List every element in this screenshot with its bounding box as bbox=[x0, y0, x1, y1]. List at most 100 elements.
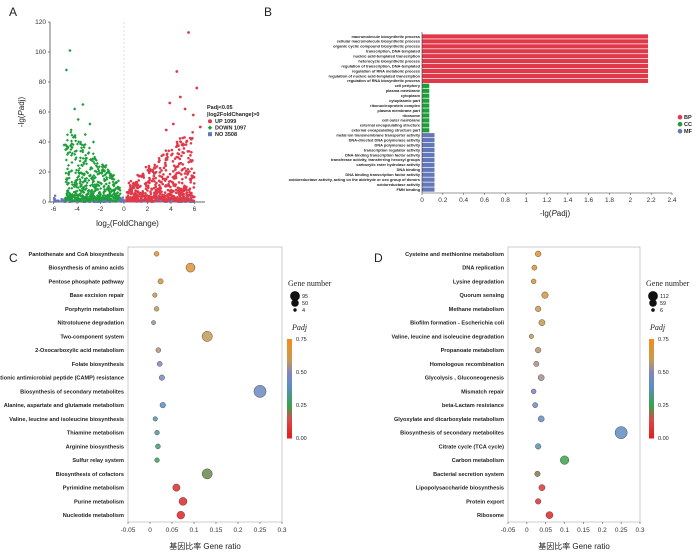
panel-a-point-down bbox=[116, 179, 120, 183]
panel-c-term-label: Sulfur relay system bbox=[72, 458, 124, 464]
panel-a-point-up bbox=[166, 175, 170, 179]
panel-a-point-down bbox=[76, 196, 80, 200]
panel-d-term-label: beta-Lactam resistance bbox=[442, 403, 504, 409]
panel-a-point-down bbox=[102, 169, 106, 173]
panel-a-point-up bbox=[136, 190, 140, 193]
panel-a-point-down bbox=[93, 195, 97, 199]
panel-b-bar bbox=[422, 128, 430, 133]
panel-a-point-up bbox=[129, 179, 133, 183]
panel-a-point-down bbox=[62, 143, 66, 147]
panel-a-point-down bbox=[74, 168, 78, 172]
panel-a-point-up bbox=[165, 152, 169, 156]
panel-a-point-up bbox=[141, 194, 145, 198]
panel-d-color-tick-label: 0.50 bbox=[658, 370, 669, 376]
panel-d-color-bar-segment bbox=[649, 358, 654, 362]
panel-a-point-no bbox=[118, 199, 121, 202]
panel-c-color-bar-segment bbox=[287, 383, 292, 387]
panel-a-point-down bbox=[81, 188, 85, 192]
panel-a-point-down bbox=[75, 142, 79, 146]
panel-a-point-down bbox=[79, 189, 83, 193]
panel-a-point-up bbox=[158, 166, 162, 170]
panel-a-point-up bbox=[134, 182, 138, 185]
panel-a-point-down bbox=[104, 163, 108, 167]
panel-d-term-label: Lysine degradation bbox=[453, 279, 505, 285]
panel-c-term-label: Biosynthesis of cofactors bbox=[56, 472, 124, 478]
panel-a-point-down bbox=[73, 107, 77, 111]
panel-a-point-down bbox=[93, 157, 97, 161]
panel-a-point-up bbox=[174, 188, 178, 192]
panel-c-color-bar-segment bbox=[287, 420, 292, 424]
panel-d-term-label: Glycolysis , Gluconeogenesis bbox=[425, 376, 504, 382]
panel-d-term-label: Bacterial secretion system bbox=[433, 472, 504, 478]
panel-a-point-up bbox=[151, 168, 154, 172]
panel-b-bar bbox=[422, 54, 649, 59]
panel-a-point-up bbox=[148, 181, 151, 185]
panel-a-point-no bbox=[104, 200, 107, 203]
panel-d-dot bbox=[535, 305, 542, 312]
panel-c-xtick-label: 0 bbox=[148, 527, 152, 534]
panel-a-xlabel-sub: 2 bbox=[107, 224, 110, 230]
panel-a-point-up bbox=[161, 182, 164, 186]
panel-d-xtick-label: -0.05 bbox=[501, 527, 516, 534]
panel-d-size-marker bbox=[648, 291, 658, 301]
panel-a-point-up bbox=[179, 140, 183, 144]
panel-a-point-down bbox=[102, 165, 106, 169]
panel-d-term-label: Glyoxylate and dicarboxylate metabolism bbox=[394, 417, 504, 423]
panel-a-point-down bbox=[81, 180, 85, 184]
panel-b-term-label: transcription regulator activity bbox=[364, 147, 421, 152]
panel-a-point-up bbox=[164, 161, 167, 165]
panel-b-term-label: DNA-binding transcription factor activit… bbox=[345, 152, 421, 157]
panel-c-term-label: Pentose phosphate pathway bbox=[48, 279, 124, 285]
panel-d-color-bar-segment bbox=[649, 418, 654, 422]
panel-a-point-down bbox=[72, 190, 76, 194]
panel-a-point-down bbox=[72, 195, 76, 199]
panel-c-term-label: 2-Oxocarboxylic acid metabolism bbox=[35, 348, 124, 354]
panel-d-color-bar-segment bbox=[649, 398, 654, 402]
panel-a-point-down bbox=[81, 148, 85, 152]
panel-b-xtick-label: 2.4 bbox=[667, 197, 676, 204]
panel-c-frame bbox=[127, 246, 283, 523]
panel-a-point-up bbox=[129, 196, 133, 199]
panel-a-point-up bbox=[171, 122, 175, 126]
panel-a-point-up bbox=[171, 196, 174, 199]
panel-d-dot bbox=[538, 319, 546, 326]
panel-a-point-down bbox=[85, 181, 89, 185]
panel-a-point-down bbox=[75, 189, 79, 193]
panel-d-dot bbox=[545, 511, 554, 519]
panel-a-point-down bbox=[69, 198, 73, 202]
panel-c-color-bar-segment bbox=[287, 398, 292, 402]
panel-a-point-up bbox=[154, 170, 158, 174]
panel-b-term-label: metal ion transmembrane transporter acti… bbox=[336, 133, 421, 138]
panel-a-point-down bbox=[89, 165, 93, 169]
panel-d-dot bbox=[537, 374, 545, 381]
panel-b-term-label: transferase activity, transferring hexos… bbox=[331, 157, 420, 162]
panel-a-point-down bbox=[69, 192, 73, 196]
panel-a-point-down bbox=[85, 194, 89, 198]
panel-a-point-down bbox=[67, 176, 71, 180]
panel-c-color-bar-segment bbox=[287, 435, 292, 439]
panel-a-legend-title-2: |log2FoldChange|>0 bbox=[207, 112, 259, 118]
panel-a-point-up bbox=[141, 191, 145, 195]
panel-b-xlabel: -lg(Padj) bbox=[540, 209, 571, 218]
panel-a-point-up bbox=[164, 197, 168, 200]
panel-a-point-down bbox=[64, 68, 69, 72]
panel-a-point-no bbox=[102, 199, 106, 202]
panel-a-point-up bbox=[154, 176, 157, 180]
panel-a-point-down bbox=[95, 161, 99, 165]
panel-b-legend-label: BP bbox=[684, 115, 692, 121]
panel-a-point-down bbox=[67, 171, 71, 175]
panel-d-color-title: Padj bbox=[649, 323, 666, 332]
panel-a-point-down bbox=[81, 156, 85, 160]
panel-d-xtick-label: 0.1 bbox=[560, 527, 569, 534]
panel-a-point-up bbox=[163, 191, 167, 194]
panel-b-bar bbox=[422, 138, 435, 143]
panel-a-point-up bbox=[144, 187, 148, 191]
panel-b-term-label: ribosome bbox=[402, 113, 420, 118]
panel-d-color-bar-segment bbox=[649, 388, 654, 392]
panel-b-bar bbox=[422, 118, 430, 123]
panel-a-point-down bbox=[115, 192, 119, 196]
panel-b-term-label: cytoplasmic part bbox=[389, 98, 421, 103]
panel-a-point-down bbox=[106, 170, 110, 174]
panel-a-ylabel-ital: P bbox=[17, 110, 26, 116]
panel-d-color-bar-segment bbox=[649, 376, 654, 380]
